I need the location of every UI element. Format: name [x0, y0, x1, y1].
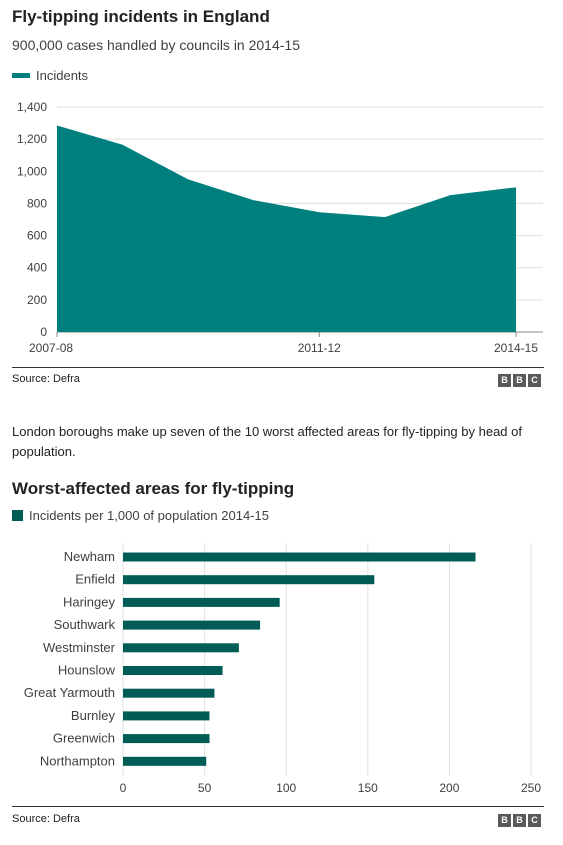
divider — [12, 806, 544, 807]
x-tick-label: 200 — [439, 781, 459, 795]
x-tick-label: 250 — [521, 781, 541, 795]
article-paragraph: London boroughs make up seven of the 10 … — [12, 424, 522, 459]
y-tick-label: 0 — [40, 325, 47, 339]
bar — [123, 597, 280, 607]
chart1-source: Source: Defra — [12, 373, 80, 385]
bar — [123, 711, 210, 721]
y-tick-label: 1,200 — [17, 132, 47, 146]
bar — [123, 666, 223, 675]
chart1-title: Fly-tipping incidents in England — [12, 7, 270, 26]
x-tick-label: 2014-15 — [494, 341, 538, 355]
area-chart: 0 200 400 600 800 1,000 1,200 1,400 2007-08 2011… — [17, 100, 543, 355]
bar — [123, 575, 375, 585]
category-label: Newham — [64, 549, 115, 564]
chart2-source: Source: Defra — [12, 813, 80, 825]
chart2-title: Worst-affected areas for fly-tipping — [12, 479, 295, 498]
y-tick-label: 400 — [27, 261, 47, 275]
bar — [123, 734, 210, 744]
category-label: Northampton — [40, 753, 115, 768]
bar — [123, 688, 215, 698]
category-label: Great Yarmouth — [24, 685, 115, 700]
y-tick-label: 600 — [27, 229, 47, 243]
category-label: Burnley — [71, 708, 116, 723]
x-tick-label: 100 — [276, 781, 296, 795]
y-tick-label: 800 — [27, 196, 47, 210]
bar-chart: Newham Enfield Haringey Southwark Westminste… — [24, 543, 541, 795]
chart1-legend: Incidents — [12, 68, 88, 83]
bar — [123, 552, 476, 562]
chart2-legend: Incidents per 1,000 of population 2014-1… — [12, 508, 269, 523]
bar — [123, 620, 261, 630]
legend-swatch — [12, 510, 23, 521]
x-tick-label: 2011-12 — [298, 341, 341, 355]
bar — [123, 643, 239, 653]
bar — [123, 756, 207, 766]
category-label: Enfield — [75, 572, 115, 587]
legend-swatch — [12, 73, 30, 78]
legend-label: Incidents per 1,000 of population 2014-1… — [29, 508, 269, 523]
divider — [12, 367, 544, 368]
category-label: Haringey — [63, 594, 116, 609]
category-label: Southwark — [54, 617, 116, 632]
chart1-subtitle: 900,000 cases handled by councils in 201… — [12, 37, 300, 53]
x-tick-label: 2007-08 — [29, 341, 73, 355]
x-tick-label: 150 — [358, 781, 378, 795]
category-label: Hounslow — [58, 663, 116, 678]
category-label: Greenwich — [53, 731, 115, 746]
legend-label: Incidents — [36, 68, 89, 83]
y-tick-label: 200 — [27, 293, 47, 307]
category-label: Westminster — [43, 640, 116, 655]
x-tick-label: 50 — [198, 781, 212, 795]
y-tick-label: 1,400 — [17, 100, 47, 114]
x-tick-label: 0 — [120, 781, 127, 795]
y-tick-label: 1,000 — [17, 164, 47, 178]
incidents-area — [57, 125, 516, 332]
